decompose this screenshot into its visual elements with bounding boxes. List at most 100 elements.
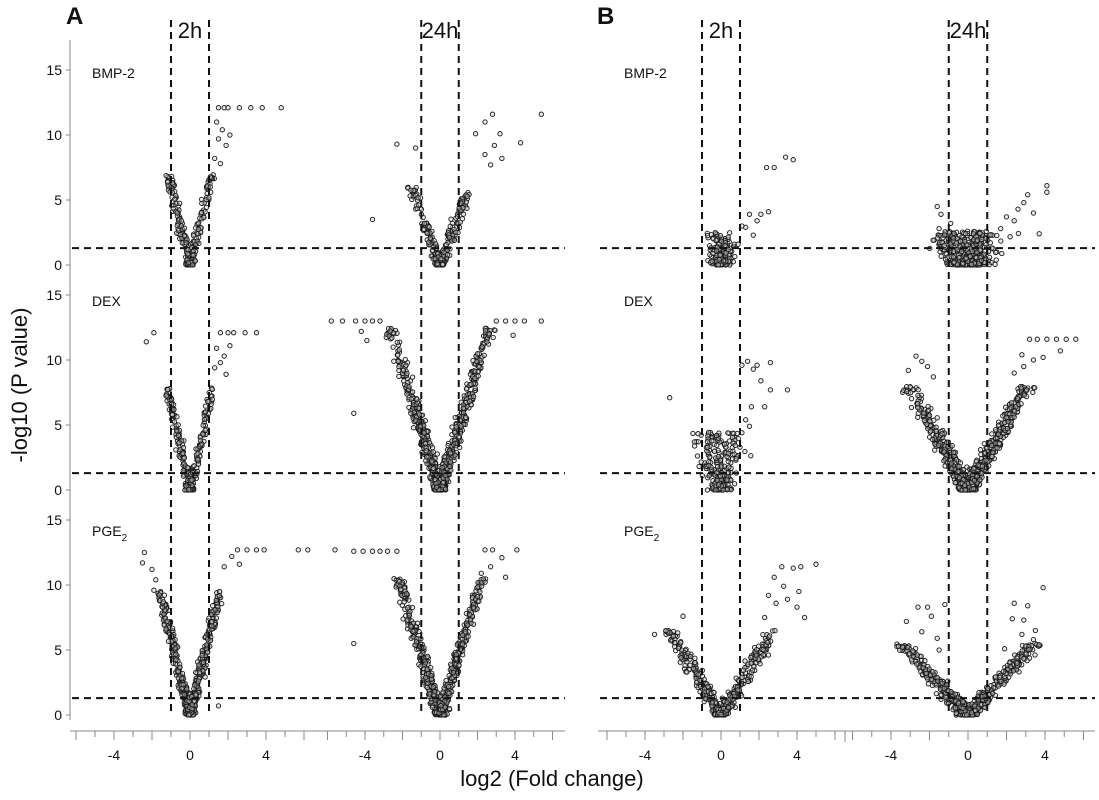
data-point (709, 438, 715, 444)
data-point (195, 457, 201, 463)
data-point (457, 219, 463, 225)
data-point-outlier (213, 119, 220, 125)
data-point-outlier (305, 547, 311, 553)
data-point (960, 260, 966, 266)
data-point (413, 639, 420, 645)
data-point (956, 254, 962, 261)
data-point (486, 331, 492, 337)
data-point (397, 599, 403, 605)
data-point-outlier (521, 318, 528, 324)
data-point (714, 469, 720, 475)
data-point (173, 428, 180, 434)
data-point-outlier (771, 164, 777, 171)
data-point (959, 234, 965, 240)
data-point (403, 362, 409, 368)
data-point (403, 613, 409, 619)
data-point (978, 257, 985, 264)
data-point (415, 195, 421, 201)
data-point (705, 444, 711, 450)
data-point-outlier (936, 225, 942, 232)
data-point (492, 327, 498, 334)
data-point (406, 384, 412, 390)
data-point-outlier (231, 330, 237, 336)
data-point-outlier (489, 547, 496, 553)
data-point (446, 690, 452, 696)
data-point (164, 618, 170, 625)
data-point-outlier (1030, 210, 1037, 216)
data-point (404, 391, 410, 397)
data-point (464, 193, 470, 199)
data-point-outlier (1044, 183, 1050, 189)
data-point (201, 214, 207, 221)
data-point (428, 672, 434, 679)
data-point-outlier (141, 549, 148, 556)
data-point-outlier (217, 160, 224, 167)
data-point (704, 487, 711, 493)
data-point (175, 422, 181, 428)
data-point (999, 250, 1005, 257)
data-point (186, 712, 192, 718)
data-point (713, 237, 719, 243)
data-point (460, 409, 467, 416)
data-point (424, 666, 430, 672)
data-point (440, 480, 446, 486)
data-point (442, 486, 449, 492)
data-point (391, 358, 397, 364)
data-point (424, 653, 431, 660)
data-point (930, 237, 936, 243)
data-point (993, 257, 999, 263)
data-point (713, 487, 719, 493)
data-point-outlier (362, 318, 368, 324)
data-point-outlier (1021, 199, 1027, 206)
data-point-outlier (295, 547, 301, 553)
data-point-outlier (143, 339, 149, 345)
data-point (950, 235, 956, 241)
data-point-outlier (360, 548, 366, 554)
data-point (481, 352, 487, 358)
data-point (190, 252, 196, 258)
data-point (715, 453, 722, 460)
data-point (212, 607, 218, 613)
data-point (192, 258, 198, 264)
data-point-outlier (153, 577, 159, 583)
data-point-outlier (767, 387, 774, 393)
data-point (698, 459, 704, 465)
data-point (717, 232, 724, 239)
data-point (402, 356, 408, 363)
data-point (438, 703, 444, 709)
data-point-outlier (139, 560, 146, 566)
data-point (177, 664, 183, 670)
data-point (440, 261, 446, 267)
data-point (941, 242, 947, 249)
data-point (438, 255, 444, 262)
data-point (401, 599, 407, 605)
data-point (951, 230, 957, 236)
data-point (451, 237, 458, 243)
data-point-outlier (497, 131, 503, 137)
data-point-outlier (1015, 206, 1021, 212)
data-point (474, 351, 481, 357)
data-point (461, 393, 467, 399)
data-point (953, 240, 960, 246)
data-point (456, 662, 462, 668)
data-point (421, 430, 427, 436)
data-point-outlier (412, 145, 419, 151)
data-point (202, 427, 208, 433)
data-point (713, 432, 720, 439)
data-point-outlier (351, 548, 357, 554)
data-point-outlier (502, 574, 509, 580)
data-point (484, 339, 490, 345)
data-point-outlier (259, 105, 265, 111)
data-point-outlier (358, 328, 364, 335)
data-point (490, 334, 496, 341)
data-point-outlier (328, 318, 334, 324)
data-point (470, 393, 477, 400)
data-point-outlier (482, 151, 488, 158)
data-point-outlier (377, 318, 383, 324)
data-point (401, 378, 407, 384)
data-point (938, 253, 944, 259)
data-point-outlier (352, 318, 359, 324)
data-point (178, 218, 185, 224)
data-point (480, 576, 486, 582)
